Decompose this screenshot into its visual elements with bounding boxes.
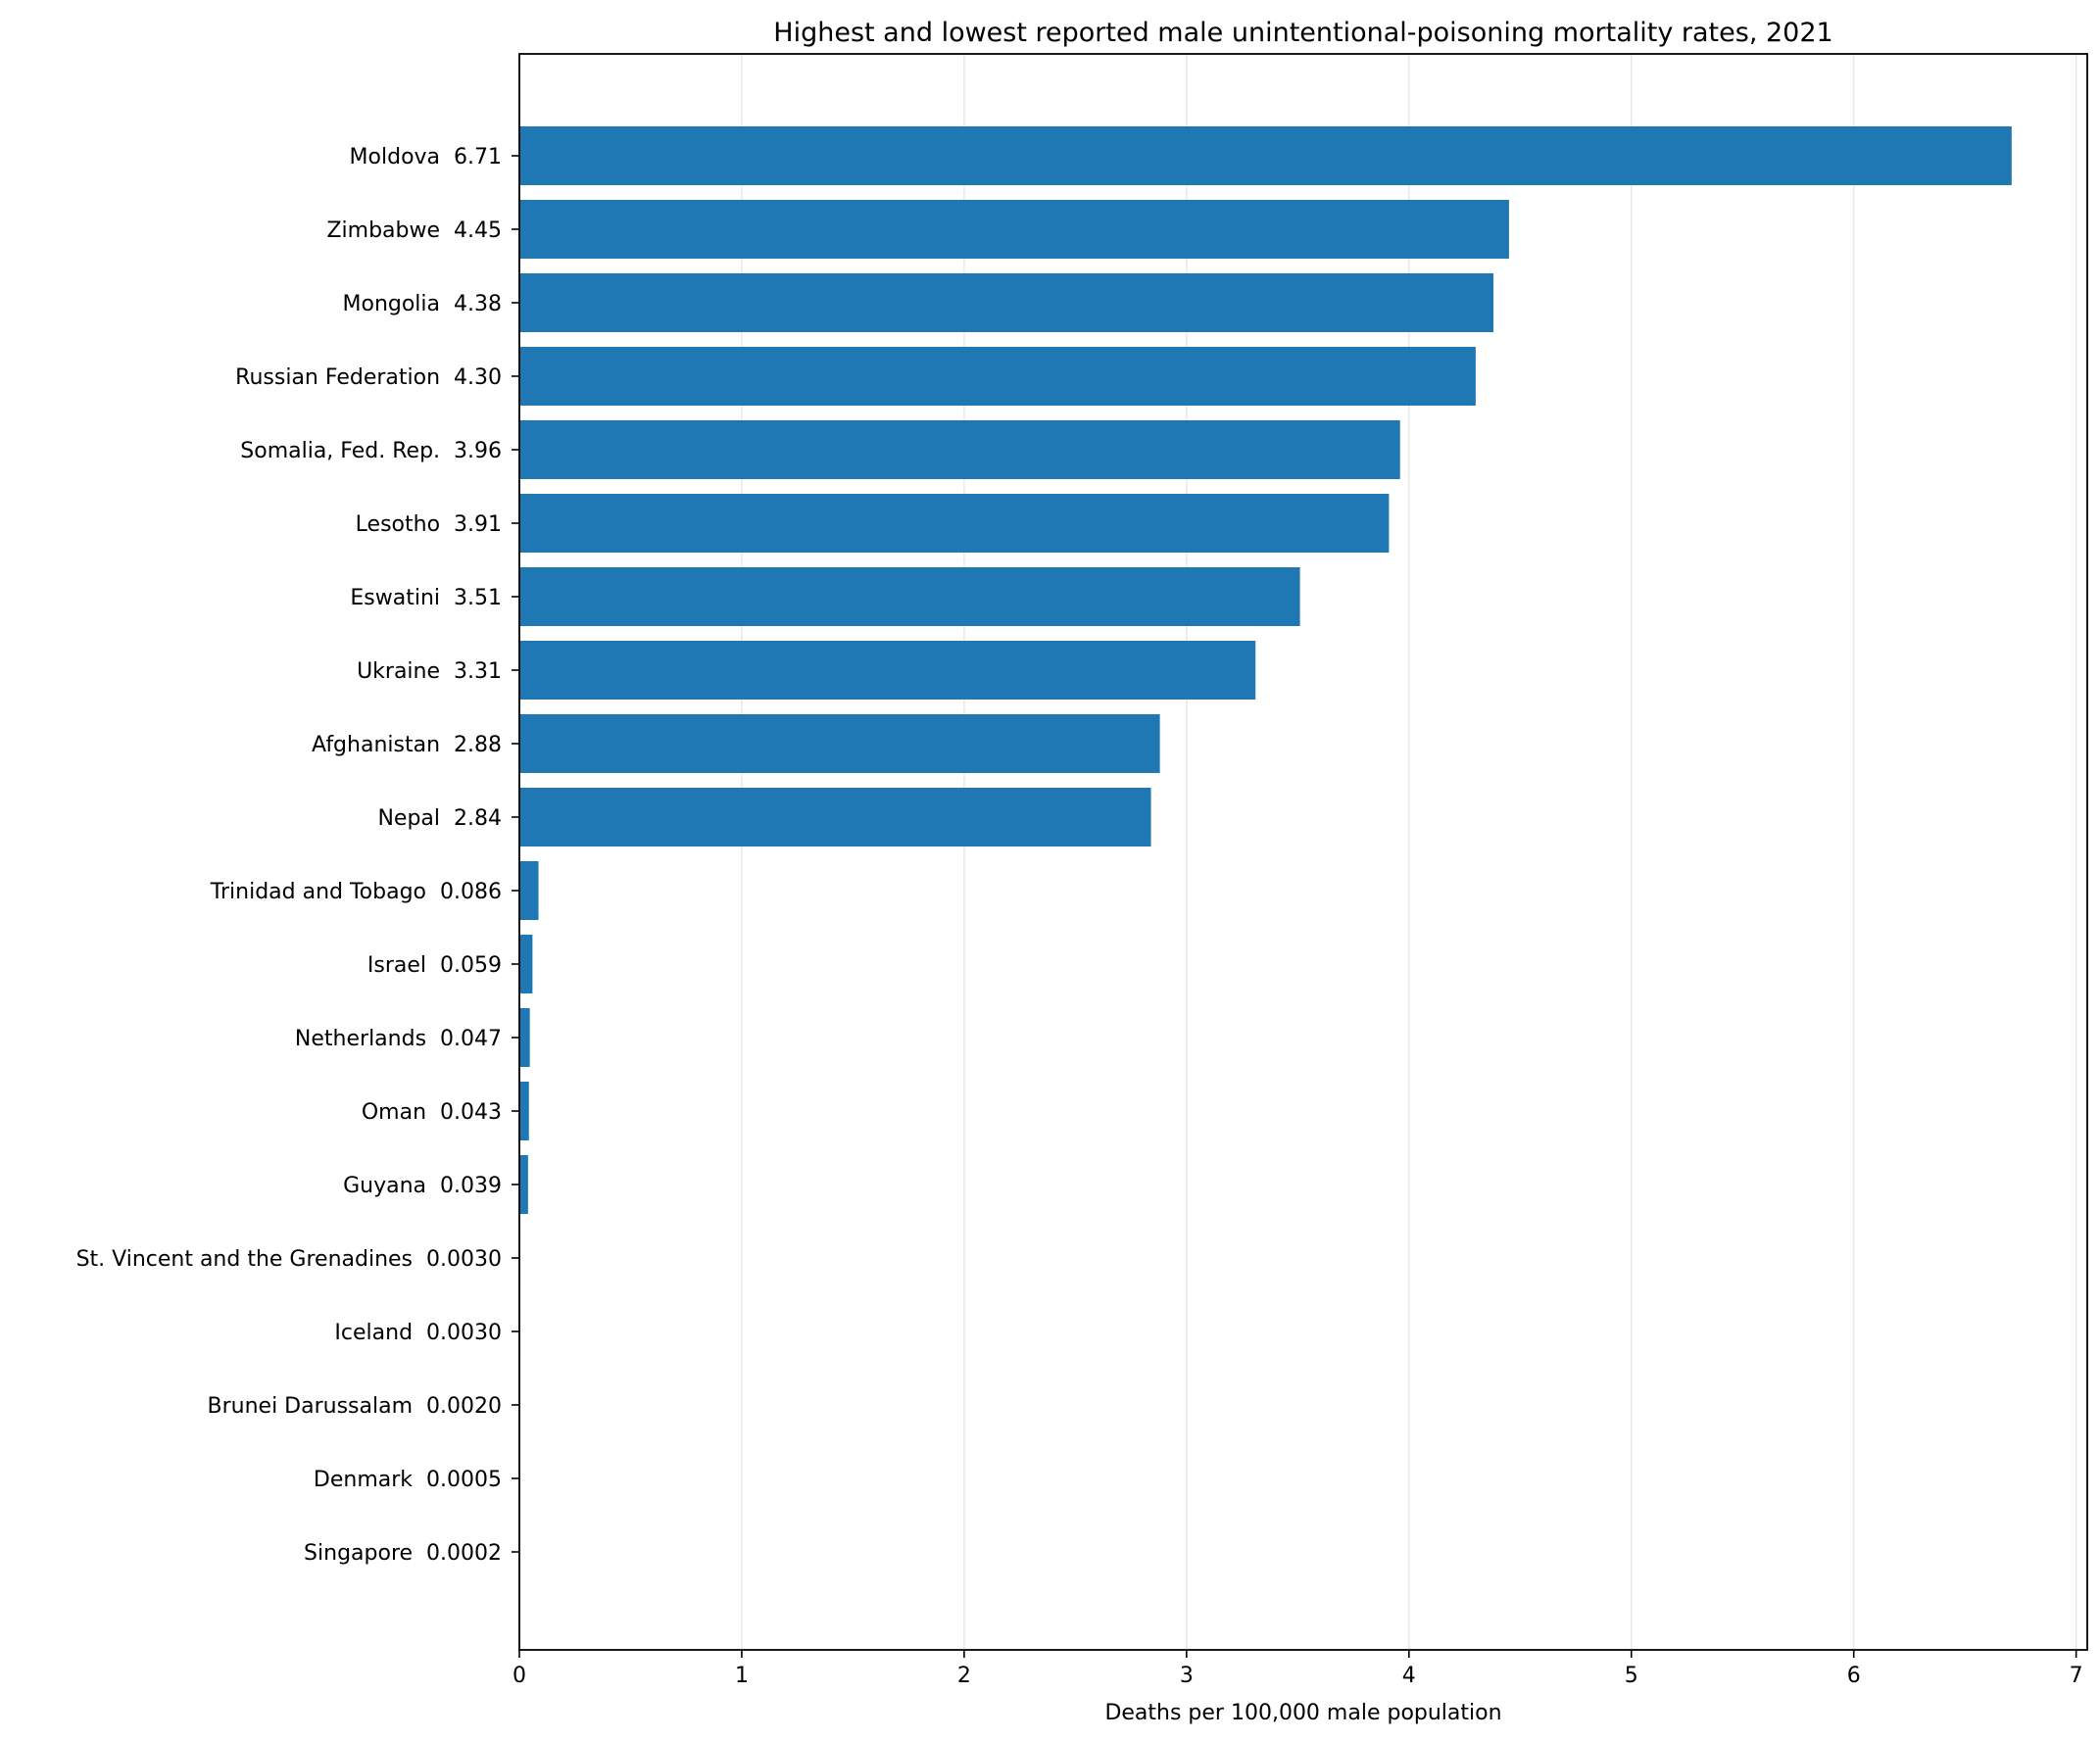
- bar: [519, 347, 1476, 406]
- y-tick-label: Mongolia 4.38: [343, 292, 503, 316]
- bar: [519, 1008, 530, 1067]
- y-tick-label: Zimbabwe 4.45: [326, 218, 502, 243]
- bar: [519, 861, 539, 920]
- x-tick-label: 2: [957, 1664, 971, 1688]
- y-tick-labels: Moldova 6.71 Zimbabwe 4.45 Mongolia 4.38 Ru…: [76, 145, 519, 1566]
- bar: [519, 420, 1400, 479]
- x-tick-label: 3: [1180, 1664, 1194, 1688]
- x-tick-label: 0: [513, 1664, 526, 1688]
- chart-title: Highest and lowest reported male uninten…: [773, 18, 1832, 48]
- y-tick-label: Nepal 2.84: [377, 806, 502, 831]
- y-tick-label: Netherlands 0.047: [295, 1027, 502, 1051]
- bar: [519, 126, 2012, 185]
- y-tick-label: Oman 0.043: [362, 1100, 502, 1125]
- y-tick-label: Singapore 0.0002: [304, 1541, 502, 1566]
- bar: [519, 494, 1390, 553]
- bar: [519, 273, 1494, 332]
- plot-frame: [518, 53, 2088, 1651]
- x-axis-label: Deaths per 100,000 male population: [1104, 1701, 1501, 1725]
- bar: [519, 714, 1160, 773]
- y-tick-label: Guyana 0.039: [343, 1174, 502, 1198]
- y-tick-label: Lesotho 3.91: [356, 512, 502, 537]
- x-tick-label: 7: [2070, 1664, 2083, 1688]
- y-tick-label: Eswatini 3.51: [350, 586, 502, 610]
- bar: [519, 935, 533, 993]
- y-tick-label: St. Vincent and the Grenadines 0.0030: [76, 1247, 502, 1272]
- x-tick-label: 5: [1625, 1664, 1638, 1688]
- bar: [519, 200, 1509, 259]
- y-tick-label: Israel 0.059: [367, 953, 502, 978]
- y-tick-label: Ukraine 3.31: [357, 659, 502, 684]
- bar: [519, 567, 1300, 626]
- x-tick-label: 4: [1402, 1664, 1416, 1688]
- bar: [519, 788, 1151, 846]
- bar: [519, 1155, 528, 1214]
- x-tick-labels: 0 1 2 3 4 5 6 7: [513, 1650, 2083, 1688]
- y-tick-label: Trinidad and Tobago 0.086: [210, 880, 502, 904]
- y-tick-label: Moldova 6.71: [350, 145, 502, 169]
- y-tick-label: Somalia, Fed. Rep. 3.96: [240, 439, 502, 463]
- x-tick-label: 1: [735, 1664, 749, 1688]
- bar: [519, 1082, 529, 1140]
- y-tick-label: Denmark 0.0005: [314, 1468, 502, 1492]
- y-tick-label: Iceland 0.0030: [334, 1321, 502, 1345]
- bar: [519, 641, 1256, 700]
- x-tick-label: 6: [1847, 1664, 1861, 1688]
- y-tick-label: Afghanistan 2.88: [312, 733, 502, 757]
- y-tick-label: Russian Federation 4.30: [235, 365, 502, 390]
- y-tick-label: Brunei Darussalam 0.0020: [208, 1394, 502, 1419]
- bars: [519, 126, 2012, 1581]
